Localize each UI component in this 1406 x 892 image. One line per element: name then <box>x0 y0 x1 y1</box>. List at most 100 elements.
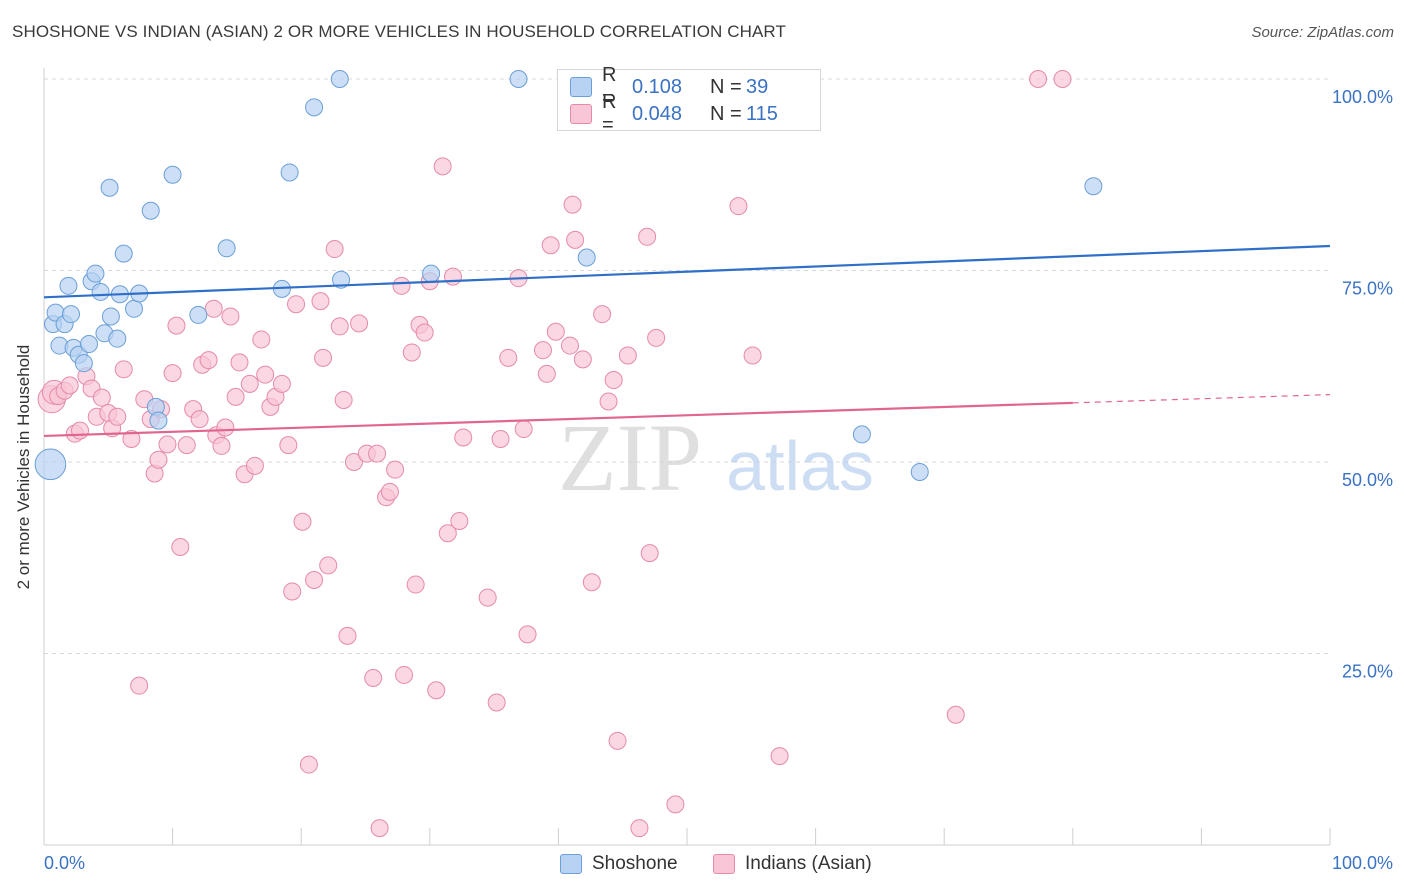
legend-row-shoshone: R = 0.108 N = 39 <box>570 64 768 109</box>
indians-asian-point <box>478 588 497 607</box>
shoshone-point <box>910 462 929 481</box>
n-value: 115 <box>746 102 778 125</box>
indians-asian-point <box>743 346 762 365</box>
indians-asian-point <box>1029 70 1048 88</box>
indians-asian-point <box>167 316 186 335</box>
indians-asian-point <box>204 299 223 318</box>
tick-labels: 100.0% 75.0% 50.0% 25.0% 0.0% 100.0% <box>44 87 1393 873</box>
shoshone-point <box>280 163 299 182</box>
indians-asian-point <box>272 374 291 393</box>
indians-asian-point <box>618 346 637 365</box>
y-axis-label: 2 or more Vehicles in Household <box>14 344 33 590</box>
indians-asian-swatch <box>570 104 592 124</box>
indians-asian-point <box>395 665 414 684</box>
indians-asian-point <box>71 421 90 440</box>
shoshone-point <box>1084 177 1103 196</box>
indians-asian-point <box>364 669 383 688</box>
shoshone-point <box>509 70 528 88</box>
series-indians-asian <box>37 70 1072 838</box>
shoshone-point <box>330 70 349 88</box>
indians-asian-point <box>319 556 338 575</box>
indians-asian-point <box>216 418 235 437</box>
shoshone-point <box>101 307 120 326</box>
shoshone-trend-line <box>43 244 1331 299</box>
indians-asian-point <box>177 436 196 455</box>
indians-asian-point <box>163 364 182 383</box>
shoshone-point <box>114 244 133 263</box>
indians-asian-point <box>108 407 127 426</box>
y-tick-label: 75.0% <box>1342 279 1393 299</box>
indians-asian-point <box>533 341 552 360</box>
shoshone-point <box>100 178 119 197</box>
indians-asian-point <box>499 348 518 367</box>
indians-asian-point <box>212 436 231 455</box>
indians-asian-point <box>729 197 748 216</box>
indians-asian-point <box>287 295 306 314</box>
legend-item-shoshone: Shoshone <box>560 851 678 877</box>
indians-asian-point <box>279 436 298 455</box>
y-tick-label: 50.0% <box>1342 470 1393 490</box>
indians-asian-point <box>450 511 469 530</box>
indians-asian-point <box>438 524 457 543</box>
source-label: Source: ZipAtlas.com <box>1251 24 1394 41</box>
shoshone-point <box>332 270 351 289</box>
indians-asian-swatch <box>713 854 735 874</box>
y-axis-label-wrap: 2 or more Vehicles in Household <box>14 345 38 590</box>
indians-asian-point <box>149 450 168 469</box>
legend-row-indians-asian: R = 0.048 N = 115 <box>570 91 778 136</box>
x-tick-label: 100.0% <box>1332 853 1393 873</box>
indians-asian-point <box>380 482 399 501</box>
series-shoshone <box>34 70 1103 481</box>
indians-asian-point <box>230 353 249 372</box>
indians-asian-point <box>593 305 612 324</box>
shoshone-point <box>80 335 99 354</box>
indians-asian-point <box>158 435 177 454</box>
indians-asian-point <box>604 371 623 390</box>
r-label: R = <box>602 91 617 136</box>
shoshone-point <box>163 165 182 184</box>
indians-asian-point <box>392 276 411 295</box>
r-value: 0.048 <box>632 102 683 125</box>
indians-asian-point <box>566 230 585 249</box>
shoshone-swatch <box>560 854 582 874</box>
indians-asian-point <box>92 388 111 407</box>
indians-asian-trend-line <box>43 401 1073 438</box>
indians-asian-point <box>221 307 240 326</box>
shoshone-point <box>189 305 208 324</box>
indians-asian-point <box>256 365 275 384</box>
indians-asian-point <box>245 456 264 475</box>
y-tick-label: 100.0% <box>1332 87 1393 107</box>
shoshone-point <box>577 248 596 267</box>
indians-asian-point <box>573 350 592 369</box>
indians-asian-point <box>443 267 462 286</box>
indians-asian-point <box>406 575 425 594</box>
indians-asian-point <box>283 582 302 601</box>
indians-asian-point <box>114 360 133 379</box>
indians-asian-point <box>1053 70 1072 88</box>
indians-asian-point <box>122 430 141 449</box>
indians-asian-point <box>311 292 330 311</box>
trend-lines <box>43 244 1331 438</box>
indians-asian-point <box>640 544 659 563</box>
correlation-legend: R = 0.108 N = 39 R = 0.048 N = 115 <box>557 64 821 136</box>
indians-asian-point <box>563 195 582 214</box>
indians-asian-point <box>240 374 259 393</box>
indians-asian-point <box>344 453 363 471</box>
indians-asian-point <box>560 336 579 355</box>
indians-asian-point <box>454 428 473 447</box>
shoshone-point <box>217 239 236 258</box>
watermark-atlas: atlas <box>726 427 874 505</box>
indians-asian-point <box>514 420 533 439</box>
indians-asian-point <box>299 755 318 774</box>
shoshone-point <box>422 264 441 283</box>
indians-asian-point <box>608 731 627 750</box>
indians-asian-point <box>541 236 560 255</box>
indians-asian-point <box>350 314 369 333</box>
indians-asian-point <box>666 795 685 814</box>
legend-label: Shoshone <box>592 853 678 874</box>
indians-asian-point <box>518 625 537 644</box>
indians-asian-point <box>171 538 190 557</box>
indians-asian-trend-extension <box>1072 393 1331 404</box>
indians-asian-point <box>638 227 657 246</box>
